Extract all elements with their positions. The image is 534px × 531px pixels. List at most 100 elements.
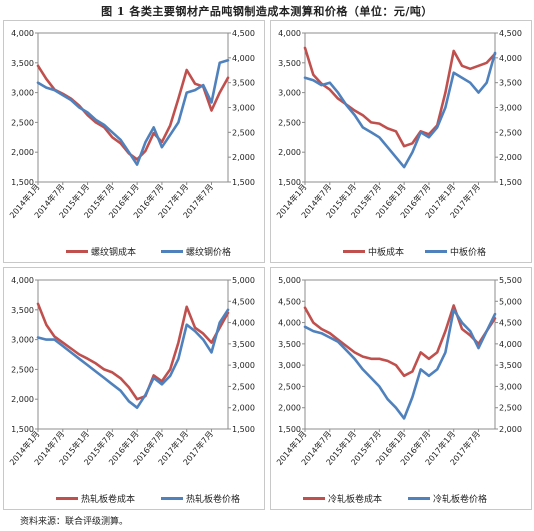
legend-label: 热轧板卷成本 (81, 495, 136, 505)
y-tick-label-left: 3,000 (11, 89, 34, 98)
y-tick-label-right: 5,500 (499, 276, 522, 285)
y-tick-label-right: 2,000 (232, 404, 255, 413)
y-tick-label-right: 2,000 (232, 153, 255, 162)
y-tick-label-right: 4,000 (232, 319, 255, 328)
y-tick-label-left: 4,000 (278, 319, 301, 328)
legend-swatch-price (425, 250, 447, 253)
y-tick-label-left: 5,000 (278, 276, 301, 285)
y-tick-label-right: 3,500 (232, 340, 255, 349)
series-line-price (36, 308, 230, 409)
legend-label: 螺纹钢成本 (91, 248, 137, 258)
y-tick-label-right: 4,500 (232, 29, 255, 38)
chart-panel-rebar: 1,500 2,000 2,500 3,000 3,500 4,000 1,500 2,000… (3, 20, 265, 263)
series-line-cost (303, 46, 497, 148)
y-tick-label-right: 4,000 (499, 340, 522, 349)
legend-label: 冷轧板卷价格 (433, 495, 488, 505)
y-tick-label-left: 2,000 (278, 404, 301, 413)
y-tick-label-left: 3,000 (278, 361, 301, 370)
medium-plate-chart: 1,500 2,000 2,500 3,000 3,500 4,000 1,500 2,000… (274, 29, 522, 220)
y-tick-label-right: 3,500 (499, 361, 522, 370)
legend: 螺纹钢成本 螺纹钢价格 (66, 245, 256, 258)
source-note: 资料来源：联合评级测算。 (20, 517, 129, 527)
y-tick-label-left: 4,000 (278, 29, 301, 38)
y-tick-label-right: 2,500 (232, 128, 255, 137)
y-tick-label-left: 3,500 (278, 59, 301, 68)
legend-swatch-price (408, 497, 430, 500)
series-line-cost (36, 302, 230, 401)
y-tick-label-right: 1,500 (232, 178, 255, 187)
y-tick-label-left: 1,500 (278, 178, 301, 187)
legend-swatch-cost (303, 497, 325, 500)
legend-item-cost: 冷轧板卷成本 (303, 492, 382, 505)
legend-item-price: 螺纹钢价格 (161, 245, 231, 258)
y-tick-label-left: 2,000 (11, 395, 34, 404)
y-tick-label-right: 2,000 (499, 425, 522, 434)
y-tick-label-left: 3,500 (11, 59, 34, 68)
y-tick-label-right: 4,500 (232, 297, 255, 306)
y-tick-label-right: 3,000 (499, 382, 522, 391)
series-line-price (303, 308, 497, 420)
y-tick-label-left: 1,500 (278, 425, 301, 434)
y-tick-label-left: 2,500 (11, 118, 34, 127)
legend-label: 冷轧板卷成本 (328, 495, 383, 505)
y-tick-label-right: 2,500 (232, 382, 255, 391)
y-tick-label-left: 3,000 (11, 336, 34, 345)
y-tick-label-left: 2,500 (278, 382, 301, 391)
series-line-price (36, 58, 230, 166)
y-tick-label-left: 3,500 (278, 340, 301, 349)
y-tick-label-right: 1,500 (232, 425, 255, 434)
y-tick-label-left: 1,500 (11, 178, 34, 187)
y-tick-label-left: 2,000 (11, 148, 34, 157)
chart-panel-medium-plate: 1,500 2,000 2,500 3,000 3,500 4,000 1,500 2,000… (270, 20, 532, 263)
y-tick-label-right: 5,000 (499, 297, 522, 306)
legend-label: 螺纹钢价格 (186, 248, 232, 258)
cold-rolled-chart: 1,500 2,000 2,500 3,000 3,500 4,000 4,500 5,000… (274, 276, 522, 467)
plot-frame (304, 279, 496, 430)
legend-item-price: 中板价格 (425, 245, 486, 258)
series-line-cost (303, 304, 497, 378)
hot-rolled-chart: 1,500 2,000 2,500 3,000 3,500 4,000 1,500 2,000… (7, 276, 255, 467)
y-tick-label-right: 3,000 (232, 104, 255, 113)
legend-swatch-cost (343, 250, 365, 253)
legend-swatch-price (161, 250, 183, 253)
y-tick-label-left: 3,000 (278, 89, 301, 98)
legend-item-cost: 中板成本 (343, 245, 404, 258)
plot-frame (304, 32, 496, 183)
legend: 热轧板卷成本 热轧板卷价格 (56, 492, 256, 505)
legend-item-price: 热轧板卷价格 (161, 492, 240, 505)
chart-panel-cold-rolled: 1,500 2,000 2,500 3,000 3,500 4,000 4,500 5,000… (270, 267, 532, 510)
legend-label: 中板成本 (368, 248, 405, 258)
legend-label: 热轧板卷价格 (186, 495, 241, 505)
legend-swatch-price (161, 497, 183, 500)
y-tick-label-left: 4,000 (11, 276, 34, 285)
legend-swatch-cost (66, 250, 88, 253)
y-tick-label-left: 4,000 (11, 29, 34, 38)
legend: 中板成本 中板价格 (343, 245, 523, 258)
legend: 冷轧板卷成本 冷轧板卷价格 (303, 492, 523, 505)
y-tick-label-left: 1,500 (11, 425, 34, 434)
legend-item-price: 冷轧板卷价格 (408, 492, 487, 505)
legend-item-cost: 热轧板卷成本 (56, 492, 135, 505)
y-tick-label-right: 3,500 (499, 79, 522, 88)
y-tick-label-left: 2,500 (278, 118, 301, 127)
y-tick-label-right: 2,500 (499, 404, 522, 413)
y-tick-label-right: 2,500 (499, 128, 522, 137)
y-tick-label-right: 5,000 (232, 276, 255, 285)
y-tick-label-left: 2,000 (278, 148, 301, 157)
series-line-cost (36, 64, 230, 161)
y-tick-label-right: 4,000 (232, 54, 255, 63)
legend-label: 中板价格 (450, 248, 487, 258)
y-tick-label-left: 3,500 (11, 306, 34, 315)
plot-frame (37, 279, 229, 430)
y-tick-label-left: 2,500 (11, 365, 34, 374)
y-tick-label-right: 1,500 (499, 178, 522, 187)
legend-item-cost: 螺纹钢成本 (66, 245, 136, 258)
y-tick-label-right: 2,000 (499, 153, 522, 162)
chart-panel-hot-rolled: 1,500 2,000 2,500 3,000 3,500 4,000 1,500 2,000… (3, 267, 265, 510)
y-tick-label-right: 4,500 (499, 319, 522, 328)
y-tick-label-right: 3,000 (232, 361, 255, 370)
y-tick-label-right: 3,000 (499, 104, 522, 113)
y-tick-label-right: 3,500 (232, 79, 255, 88)
y-tick-label-left: 4,500 (278, 297, 301, 306)
figure-title: 图 1 各类主要钢材产品吨钢制造成本测算和价格（单位：元/吨） (101, 5, 433, 18)
